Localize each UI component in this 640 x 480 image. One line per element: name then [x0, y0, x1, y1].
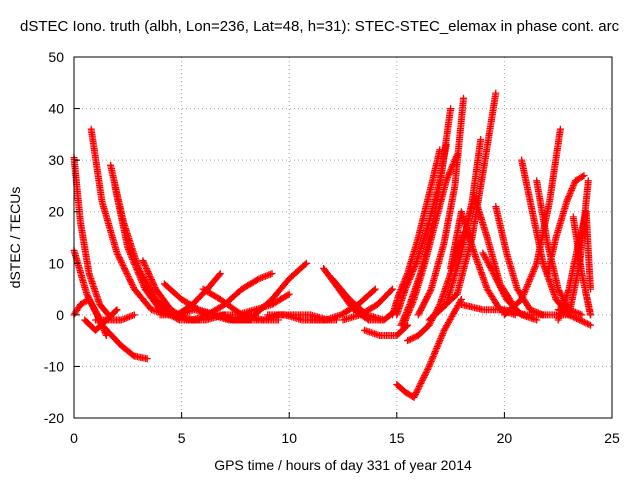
y-tick-label: 50: [48, 49, 64, 65]
x-tick-label: 5: [178, 430, 186, 446]
series-markers: [173, 270, 224, 319]
data-points-layer: [70, 89, 594, 401]
data-series-1: [70, 154, 112, 319]
y-tick-label: 30: [48, 152, 64, 168]
data-series-29: [393, 295, 465, 401]
series-markers: [361, 321, 412, 339]
data-series-44: [554, 306, 594, 329]
grid-lines: [74, 57, 612, 418]
x-tick-label: 0: [70, 430, 78, 446]
data-series-13: [188, 270, 276, 324]
y-tick-label: 40: [48, 101, 64, 117]
x-tick-label: 25: [604, 430, 620, 446]
data-series-6: [92, 311, 138, 324]
series-markers: [447, 208, 519, 319]
y-tick-label: 10: [48, 255, 64, 271]
data-series-38: [500, 125, 564, 319]
x-tick-label: 15: [389, 430, 405, 446]
x-axis-label: GPS time / hours of day 331 of year 2014: [214, 457, 472, 473]
y-tick-label: -10: [44, 358, 64, 374]
data-series-41: [543, 172, 588, 278]
data-series-39: [518, 156, 573, 319]
series-markers: [188, 270, 276, 324]
data-series-33: [447, 208, 519, 319]
plot-frame: [73, 56, 613, 419]
data-series-16: [231, 259, 310, 324]
y-tick-label: 20: [48, 204, 64, 220]
series-markers: [582, 290, 594, 319]
series-markers: [87, 125, 173, 319]
data-series-5: [87, 125, 173, 319]
y-tick-label: 0: [56, 307, 64, 323]
data-series-46: [582, 290, 594, 319]
series-markers: [231, 259, 310, 324]
series-markers: [500, 125, 564, 319]
tick-layer: 0 5 10 15 20 25 -20 -10 0 10 20 30 40 50: [44, 49, 620, 446]
series-markers: [543, 172, 588, 278]
y-tick-label: -20: [44, 410, 64, 426]
x-tick-label: 10: [281, 430, 297, 446]
series-markers: [92, 311, 138, 324]
x-tick-label: 20: [497, 430, 513, 446]
series-markers: [389, 146, 444, 319]
series-markers: [399, 151, 461, 329]
chart-title: dSTEC Iono. truth (albh, Lon=236, Lat=48…: [20, 18, 620, 35]
series-markers: [339, 285, 396, 324]
series-markers: [518, 156, 573, 319]
series-markers: [70, 154, 112, 319]
series-markers: [393, 295, 465, 401]
data-series-30: [414, 94, 467, 319]
data-series-23: [361, 321, 412, 339]
data-series-8: [111, 182, 203, 324]
data-series-24: [389, 146, 444, 319]
series-markers: [111, 182, 203, 324]
data-series-22: [339, 285, 396, 324]
y-axis-label: dSTEC / TECUs: [7, 187, 23, 289]
data-series-12: [173, 270, 224, 319]
data-series-27: [399, 151, 461, 329]
series-markers: [414, 94, 467, 319]
series-markers: [554, 306, 594, 329]
